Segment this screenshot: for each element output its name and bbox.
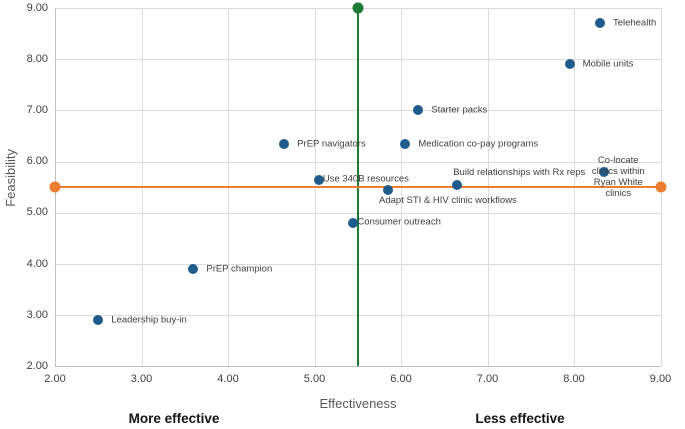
- label-co-locate-clinics-ryan-white: Co-locate clinics within Ryan White clin…: [591, 154, 645, 199]
- effectiveness-midline-top-marker: [352, 2, 364, 14]
- y-tick-label: 3.00: [26, 308, 48, 321]
- point-build-relationships-with-rx-reps: [452, 179, 463, 190]
- point-prep-champion: [188, 264, 199, 275]
- y-tick-label: 2.00: [26, 359, 48, 372]
- label-medication-co-pay-programs: Medication co-pay programs: [418, 138, 539, 150]
- point-prep-navigators: [279, 138, 290, 149]
- point-use-340b-resources: [313, 174, 324, 185]
- x-axis-line: [55, 366, 661, 368]
- y-tick-label: 8.00: [26, 52, 48, 65]
- x-tick-label: 6.00: [390, 373, 412, 386]
- x-tick-label: 8.00: [563, 373, 585, 386]
- x-tick-label: 9.00: [649, 373, 672, 386]
- label-prep-champion: PrEP champion: [206, 263, 273, 275]
- label-prep-navigators: PrEP navigators: [297, 138, 366, 150]
- point-starter-packs: [413, 105, 424, 116]
- x-tick-label: 5.00: [303, 373, 326, 386]
- annotation-more-effective: More effective: [128, 411, 220, 426]
- y-tick-label: 4.00: [26, 257, 48, 270]
- y-tick-label: 6.00: [26, 155, 48, 168]
- y-axis-title: Feasibility: [3, 149, 18, 207]
- x-tick-label: 4.00: [217, 373, 239, 386]
- point-telehealth: [594, 18, 605, 29]
- x-tick-label: 7.00: [476, 373, 499, 386]
- feasibility-midline-right-marker: [655, 181, 666, 193]
- annotation-less-effective: Less effective: [475, 411, 565, 426]
- label-build-relationships-with-rx-reps: Build relationships with Rx reps: [453, 166, 586, 178]
- label-starter-packs: Starter packs: [431, 104, 488, 116]
- point-adapt-sti-hiv-clinic-workflows: [383, 184, 394, 195]
- label-consumer-outreach: Consumer outreach: [357, 216, 441, 228]
- point-leadership-buy-in: [93, 315, 104, 326]
- label-leadership-buy-in: Leadership buy-in: [111, 314, 187, 326]
- point-medication-co-pay-programs: [400, 138, 411, 149]
- feasibility-midline-left-marker: [49, 181, 61, 193]
- point-mobile-units: [564, 59, 575, 70]
- y-tick-label: 9.00: [26, 1, 48, 14]
- y-tick-label: 5.00: [26, 206, 48, 219]
- point-consumer-outreach: [348, 218, 359, 229]
- label-mobile-units: Mobile units: [582, 58, 634, 70]
- y-tick-label: 7.00: [26, 103, 48, 116]
- x-axis-title: Effectiveness: [319, 396, 397, 411]
- reference-line-feasibility-midline: [55, 185, 661, 189]
- label-adapt-sti-hiv-clinic-workflows: Adapt STI & HIV clinic workflows: [379, 194, 517, 206]
- x-tick-label: 3.00: [130, 373, 153, 386]
- point-co-locate-clinics-ryan-white: [599, 166, 610, 177]
- label-use-340b-resources: Use 340B resources: [322, 173, 409, 185]
- label-telehealth: Telehealth: [612, 17, 657, 29]
- x-tick-label: 2.00: [44, 373, 66, 386]
